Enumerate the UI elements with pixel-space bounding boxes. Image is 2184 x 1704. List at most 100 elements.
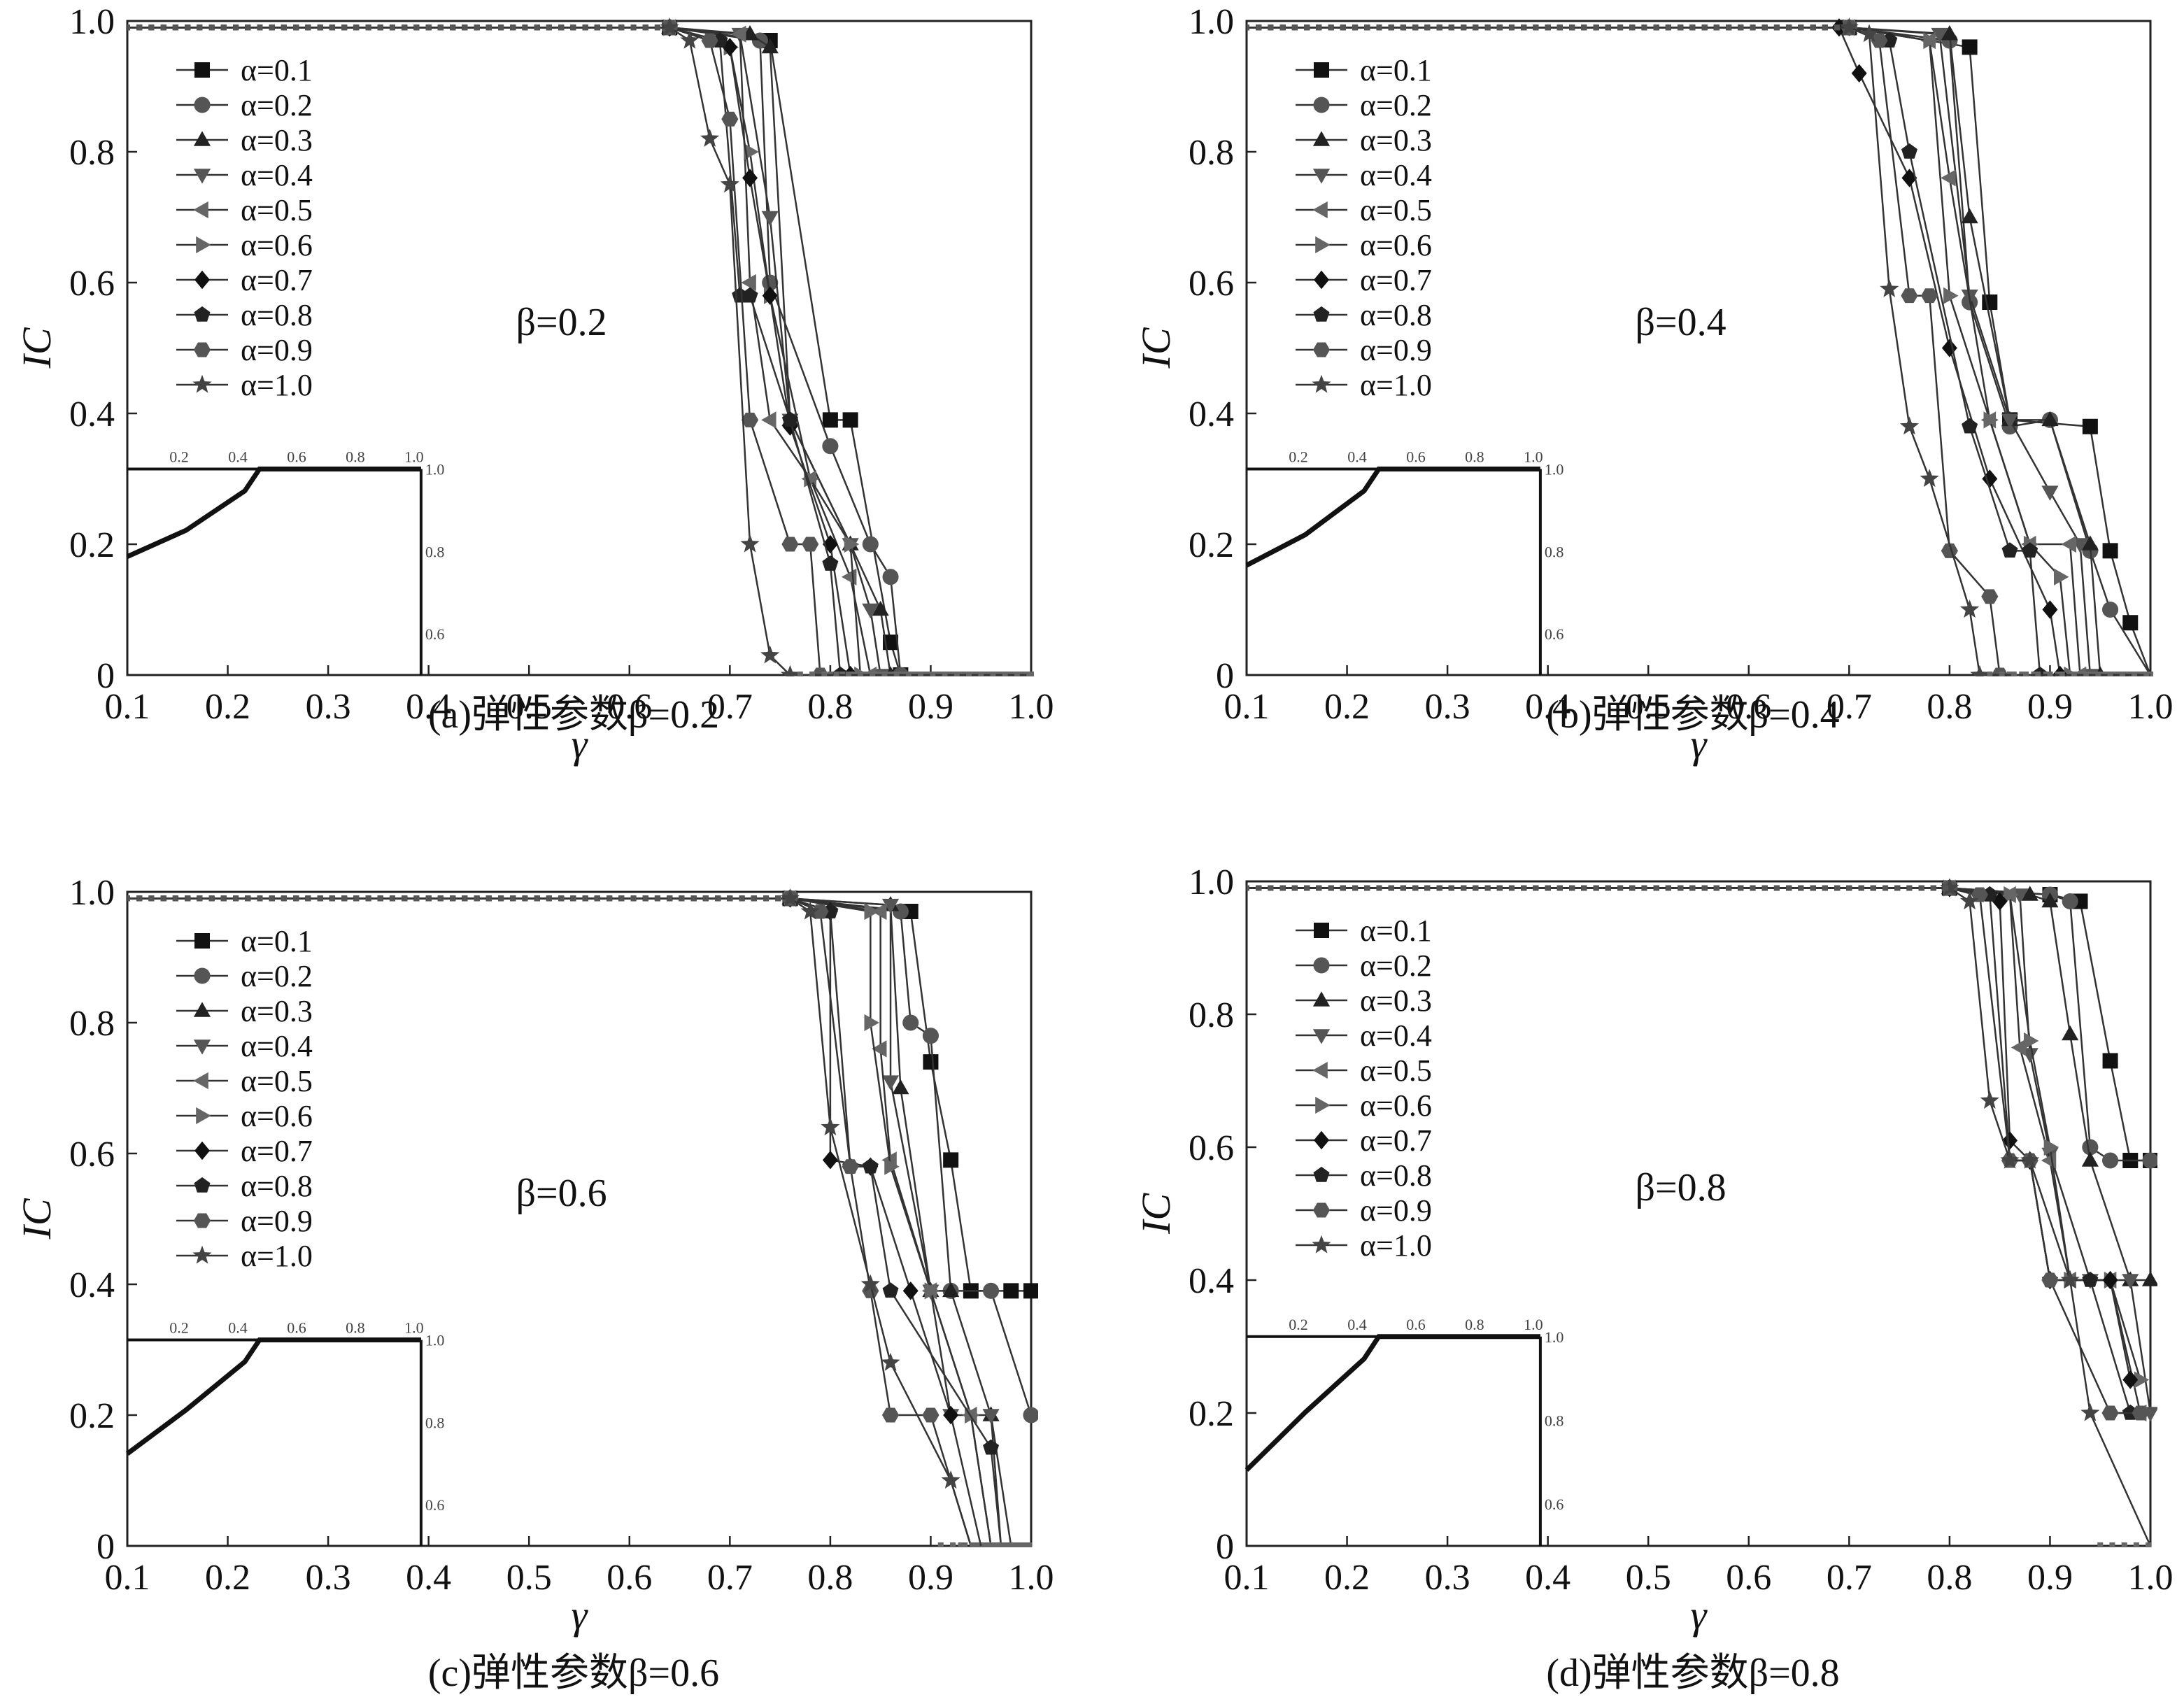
data-point — [329, 24, 335, 31]
legend-item: α=0.8 — [176, 1169, 313, 1203]
data-point — [1786, 24, 1792, 31]
legend-marker — [1312, 1202, 1331, 1218]
data-point — [962, 1542, 968, 1547]
data-point — [953, 672, 960, 676]
data-point — [1020, 672, 1026, 676]
data-point — [2134, 1371, 2150, 1389]
x-tick-label: 0.9 — [2027, 687, 2073, 727]
data-point — [220, 895, 227, 902]
data-point — [2132, 1405, 2149, 1421]
data-point — [2121, 1542, 2127, 1547]
legend-item: α=0.5 — [1296, 1053, 1432, 1088]
legend-label: α=0.5 — [241, 1064, 313, 1098]
data-point — [1304, 885, 1310, 891]
data-point — [2041, 485, 2059, 501]
data-point — [2139, 672, 2146, 676]
data-point — [498, 24, 504, 31]
legend-marker — [1312, 342, 1331, 357]
data-point — [1581, 885, 1587, 891]
data-point — [1002, 1542, 1008, 1547]
data-point — [1008, 672, 1014, 676]
legend-label: α=0.5 — [1360, 1053, 1432, 1088]
data-point — [2122, 615, 2139, 631]
data-point — [1822, 885, 1828, 891]
data-point — [2061, 535, 2076, 553]
data-point — [905, 672, 912, 676]
data-point — [1653, 885, 1659, 891]
inset-x-tick-label: 0.8 — [346, 1319, 365, 1336]
data-point — [996, 672, 1002, 676]
data-point — [2055, 672, 2061, 676]
inset-y-tick-label: 1.0 — [1545, 460, 1564, 478]
inset-x-tick-label: 0.6 — [287, 448, 306, 465]
data-point — [522, 24, 528, 31]
y-tick-label: 0.2 — [1189, 1394, 1234, 1434]
x-axis-title: γ — [572, 1592, 589, 1638]
data-point — [160, 895, 166, 902]
data-point — [881, 1352, 900, 1371]
data-point — [522, 895, 528, 902]
data-point — [305, 895, 311, 902]
data-point — [2102, 1053, 2118, 1069]
legend-item: α=0.3 — [176, 123, 313, 157]
data-point — [870, 672, 876, 676]
data-point — [1484, 24, 1491, 31]
legend-marker — [1314, 62, 1329, 78]
legend-marker — [196, 236, 211, 254]
x-axis-title: γ — [1691, 1592, 1708, 1638]
legend-item: α=0.8 — [1296, 298, 1432, 332]
legend-item: α=0.5 — [176, 193, 313, 227]
inset-x-tick-label: 0.2 — [1289, 448, 1308, 465]
series-10 — [1247, 878, 2152, 1547]
data-point — [389, 895, 395, 902]
x-tick-label: 0.8 — [1927, 687, 1972, 727]
data-point — [233, 895, 239, 902]
data-point — [425, 24, 432, 31]
data-point — [2031, 672, 2037, 676]
legend-marker — [194, 270, 210, 290]
data-point — [269, 24, 275, 31]
legend-label: α=0.8 — [1360, 298, 1432, 332]
data-point — [923, 672, 930, 676]
series-line — [127, 897, 992, 1547]
data-point — [1023, 1407, 1038, 1423]
inset-x-tick-label: 0.6 — [1406, 448, 1426, 465]
data-point — [1798, 24, 1804, 31]
y-tick-label: 0.4 — [69, 395, 115, 434]
data-point — [1901, 143, 1917, 159]
inset-x-tick-label: 0.4 — [228, 1319, 248, 1336]
x-tick-label: 0.8 — [807, 687, 853, 727]
x-tick-label: 1.0 — [1009, 1558, 1054, 1598]
data-point — [245, 24, 251, 31]
data-point — [2107, 672, 2113, 676]
inset-y-tick-label: 1.0 — [425, 460, 445, 478]
y-tick-label: 0.4 — [1189, 1261, 1234, 1301]
x-tick-label: 0.5 — [506, 1558, 552, 1598]
y-tick-label: 0.8 — [1189, 133, 1234, 173]
x-tick-label: 1.0 — [1009, 687, 1054, 727]
x-tick-label: 1.0 — [2128, 687, 2174, 727]
x-tick-label: 0.7 — [1827, 1558, 1872, 1598]
data-point — [1941, 169, 1956, 187]
beta-annotation: β=0.6 — [516, 1172, 607, 1215]
data-point — [667, 895, 673, 902]
data-point — [990, 1542, 996, 1547]
data-point — [2102, 543, 2118, 559]
legend-label: α=0.7 — [241, 263, 313, 297]
legend-marker — [194, 97, 211, 113]
data-point — [912, 672, 918, 676]
inset-y-tick-label: 1.0 — [1545, 1328, 1564, 1346]
legend-label: α=0.2 — [1360, 949, 1432, 983]
panel-caption: (a)弹性参数β=0.2 — [428, 693, 719, 737]
data-point — [1798, 885, 1804, 891]
data-point — [1461, 885, 1467, 891]
data-point — [317, 24, 323, 31]
data-point — [1941, 339, 1957, 357]
data-point — [1412, 885, 1419, 891]
legend-marker — [1312, 1061, 1328, 1079]
data-point — [594, 895, 600, 902]
data-point — [2122, 1370, 2139, 1389]
legend-marker — [1312, 374, 1331, 393]
inset-plot: 0.2 0.4 0.6 0.8 1.01.0 0.8 0.6 — [126, 448, 445, 675]
data-point — [1022, 1542, 1028, 1547]
